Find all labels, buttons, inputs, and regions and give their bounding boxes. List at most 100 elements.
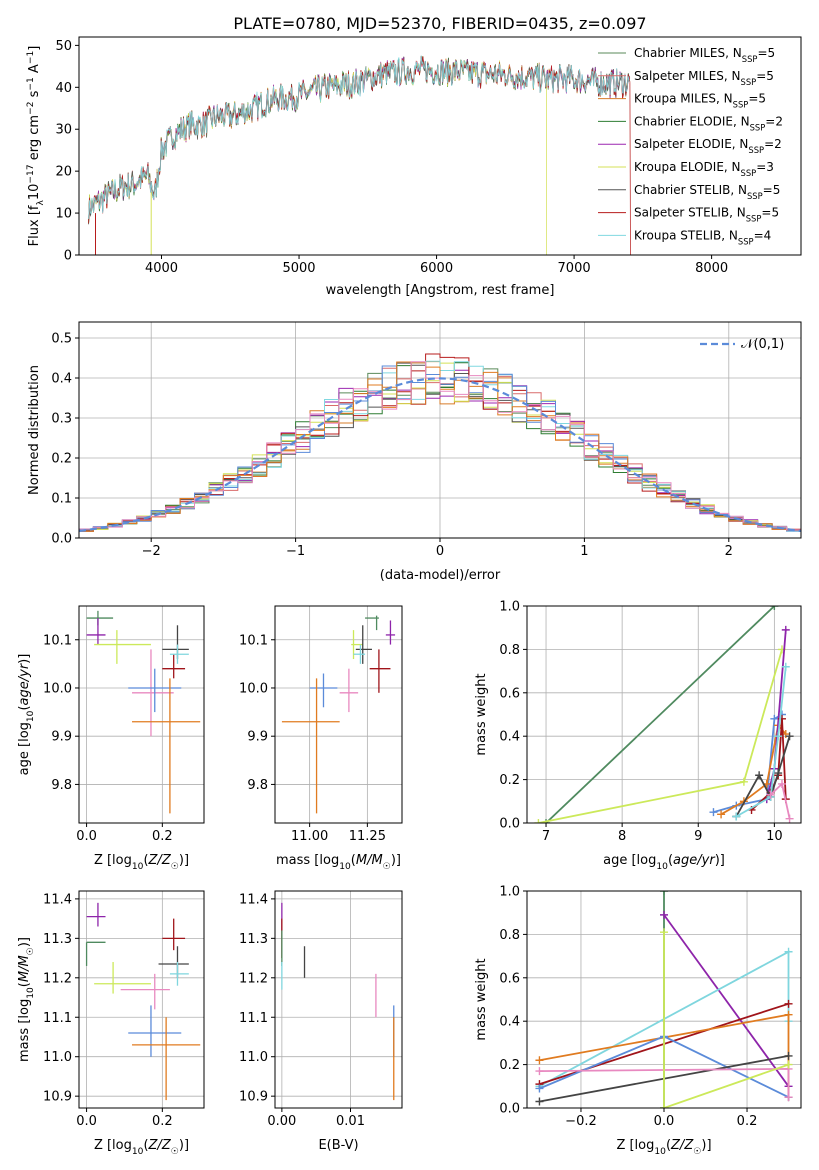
weight-marker	[739, 777, 748, 786]
normal-curve	[79, 377, 801, 533]
weight-marker	[660, 1104, 668, 1108]
label-part: )]	[179, 853, 189, 868]
label-part: ☉	[383, 862, 391, 872]
y-tick-label: 1.0	[499, 600, 520, 615]
x-axis-label: wavelength [Angstrom, rest frame]	[326, 283, 555, 298]
y-tick-label: 0.4	[51, 372, 72, 387]
axes-frame-rect	[78, 890, 205, 1109]
weight-marker	[770, 714, 779, 723]
x-tick-label: 8000	[695, 261, 728, 276]
label-part: 10	[654, 1147, 666, 1157]
y-tick-label: 9.8	[247, 778, 268, 793]
axes-frame: 0.0 0.2 10.9 11.0 11.1 11.2 11.3 11.4	[43, 890, 205, 1129]
label-part: Z/Z	[148, 853, 172, 868]
label-part: −2	[26, 102, 36, 115]
axes-frame: −2 −1 0 1 2 0.0 0.1 0.2 0.3 0.4 0.5	[51, 321, 802, 559]
x-tick-label: 5000	[282, 261, 315, 276]
x-tick-label: 1	[580, 544, 588, 559]
label-part: M/M	[356, 853, 383, 868]
y-tick-label: 9.8	[51, 778, 72, 793]
label-part: mass [log	[276, 853, 339, 868]
label-part: age [log	[17, 722, 32, 775]
label-part: ☉	[171, 862, 179, 872]
label-part: (	[666, 1138, 671, 1153]
weight-line	[663, 932, 789, 1108]
label-part: Salpeter STELIB, N	[634, 206, 746, 220]
label-part: 10	[26, 987, 36, 999]
label-part: −1	[26, 77, 36, 90]
y-tick-label: 11.1	[239, 1011, 268, 1026]
y-tick-label: 50	[55, 39, 72, 54]
x-tick-label: 11.00	[291, 829, 328, 844]
label-part: λ	[36, 200, 46, 206]
weight-marker	[732, 812, 741, 821]
label-part: Flux [f	[27, 205, 42, 246]
label-part: age/yr	[17, 662, 32, 705]
y-tick-label: 0.3	[51, 412, 72, 427]
label-part: =5	[756, 69, 774, 83]
y-tick-label: 0.8	[499, 928, 520, 943]
label-part: =2	[764, 137, 782, 151]
weight-marker	[781, 662, 790, 671]
label-part: SSP	[748, 145, 764, 155]
label-part: Chabrier ELODIE, N	[634, 114, 750, 128]
axes-frame-rect	[274, 890, 403, 1109]
weight-marker	[535, 1097, 544, 1106]
y-tick-label: 0.6	[499, 971, 520, 986]
weight-marker	[784, 947, 793, 956]
x-tick-label: 0.2	[152, 1114, 173, 1129]
label-part: )]	[701, 1138, 711, 1153]
label-part: Salpeter ELODIE, N	[634, 137, 748, 151]
legend-entry: Salpeter STELIB, NSSP=5	[634, 206, 779, 224]
label-part: 10	[656, 862, 668, 872]
legend-entry: Chabrier STELIB, NSSP=5	[634, 183, 780, 201]
label-part: −17	[26, 164, 36, 183]
plot-area	[281, 902, 395, 1101]
label-part: A	[27, 64, 42, 77]
legend-entry: Kroupa STELIB, NSSP=4	[634, 228, 771, 246]
label-part: E(B-V)	[318, 1138, 358, 1153]
panel-age-vs-mass: 11.00 11.25 9.8 9.9 10.0 10.1 mass [log10(M/M☉…	[239, 605, 403, 872]
y-tick-label: 11.2	[43, 971, 72, 986]
weight-marker	[784, 1010, 793, 1019]
label-part: Salpeter MILES, N	[634, 69, 741, 83]
weight-marker	[660, 891, 668, 895]
label-part: s	[27, 90, 42, 101]
weight-marker	[777, 779, 786, 788]
axes-frame: 7 8 9 10 0.0 0.2 0.4 0.6 0.8 1.0	[499, 600, 802, 844]
axes-frame: 11.00 11.25 9.8 9.9 10.0 10.1	[239, 605, 403, 844]
label-part: Z/Z	[148, 1138, 172, 1153]
weight-marker	[766, 790, 775, 799]
label-part: 10	[339, 862, 351, 872]
axes-frame-rect	[526, 605, 802, 824]
x-axis-label: Z [log10(Z/Z☉)]	[94, 1138, 189, 1157]
y-tick-label: 10.0	[239, 681, 268, 696]
label-part: Z [log	[94, 1138, 132, 1153]
label-part: Kroupa STELIB, N	[634, 228, 738, 242]
label-part: SSP	[741, 168, 757, 178]
x-axis-label: (data-model)/error	[380, 568, 501, 583]
label-part: Chabrier MILES, N	[634, 46, 742, 60]
weight-marker	[785, 814, 794, 823]
label-part: ☉	[26, 947, 36, 955]
y-tick-label: 11.3	[43, 932, 72, 947]
label-part: =5	[748, 92, 766, 106]
y-tick-label: 10.9	[43, 1090, 72, 1105]
y-axis-label: mass weight	[474, 673, 489, 755]
x-tick-label: 0.0	[76, 829, 97, 844]
label-part: Z/Z	[670, 1138, 694, 1153]
label-part: SSP	[746, 214, 762, 224]
y-axis-label: Flux [fλ10−17 erg cm−2 s−1 A−1]	[26, 46, 46, 247]
x-tick-label: 4000	[145, 261, 178, 276]
legend-entry: Kroupa MILES, NSSP=5	[634, 92, 766, 110]
label-part: age [log	[603, 853, 656, 868]
y-tick-label: 10.1	[43, 633, 72, 648]
y-tick-label: 0.8	[499, 643, 520, 658]
y-tick-label: 11.3	[239, 932, 268, 947]
x-tick-label: 0.0	[76, 1114, 97, 1129]
x-tick-label: 6000	[420, 261, 453, 276]
x-tick-label: −2	[142, 544, 161, 559]
y-axis-label: mass [log10(M/M☉)]	[17, 937, 36, 1062]
plot-area	[86, 610, 201, 814]
axes-frame: 0.00 0.01 10.9 11.0 11.1 11.2 11.3 11.4	[239, 890, 403, 1129]
